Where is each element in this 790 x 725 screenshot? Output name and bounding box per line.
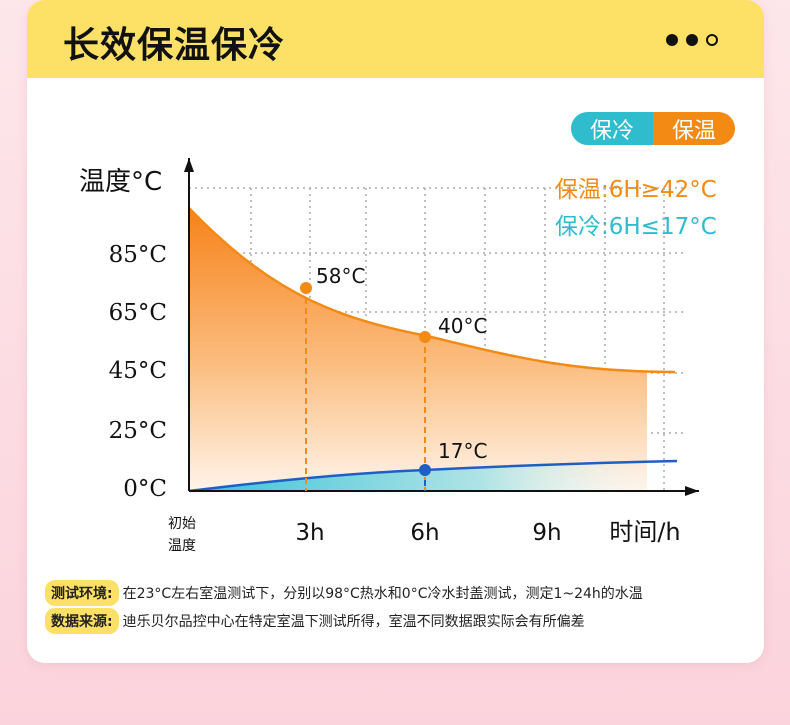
note-badge-env: 测试环境: — [45, 580, 119, 606]
mode-toggle[interactable]: 保冷 保温 — [571, 112, 735, 145]
note-row-env: 测试环境: 在23°C左右室温测试下，分别以98°C热水和0°C冷水封盖测试，测… — [45, 580, 643, 606]
note-text-source: 迪乐贝尔品控中心在特定室温下测试所得，室温不同数据跟实际会有所偏差 — [122, 614, 585, 630]
y-tick-4: 85°C — [109, 242, 167, 268]
pager-dots[interactable] — [666, 34, 718, 46]
pager-dot-1[interactable] — [666, 34, 678, 46]
pager-dot-3[interactable] — [706, 34, 718, 46]
point-58-marker — [300, 282, 312, 294]
toggle-warm[interactable]: 保温 — [653, 112, 735, 145]
point-40-label: 40°C — [438, 314, 487, 338]
cold-area-fill — [189, 461, 677, 491]
warm-area-fill — [189, 208, 675, 491]
x-tick-0-line-2: 温度 — [168, 538, 196, 554]
point-17-marker — [419, 464, 431, 476]
chart-card: 长效保温保冷 保冷 保温 保温:6H≥42°C 保冷:6H≤17°C — [27, 0, 764, 663]
note-row-source: 数据来源: 迪乐贝尔品控中心在特定室温下测试所得，室温不同数据跟实际会有所偏差 — [45, 608, 585, 634]
toggle-cold[interactable]: 保冷 — [571, 112, 653, 145]
note-text-env: 在23°C左右室温测试下，分别以98°C热水和0°C冷水封盖测试，测定1~24h… — [122, 586, 643, 602]
point-58-label: 58°C — [316, 264, 365, 288]
x-axis-title: 时间/h — [609, 518, 680, 546]
y-axis-arrow — [184, 158, 194, 172]
y-tick-0: 0°C — [123, 476, 167, 502]
x-tick-2: 6h — [410, 520, 439, 546]
legend-warm: 保温:6H≥42°C — [555, 177, 717, 203]
point-17-label: 17°C — [438, 439, 487, 463]
pager-dot-2[interactable] — [686, 34, 698, 46]
chart-marks: 58°C 40°C 17°C — [300, 264, 487, 491]
x-tick-0-line-1: 初始 — [168, 515, 196, 532]
temperature-chart: 58°C40°C17°C 温度°C0°C25°C45°C65°C85°C初始温度… — [79, 158, 699, 554]
point-40-marker — [419, 331, 431, 343]
y-tick-2: 45°C — [109, 358, 167, 384]
page-title: 长效保温保冷 — [63, 25, 286, 66]
x-tick-1: 3h — [295, 520, 324, 546]
x-axis-arrow — [685, 486, 699, 496]
x-tick-3: 9h — [532, 520, 561, 546]
note-badge-source: 数据来源: — [45, 608, 119, 634]
y-axis-title: 温度°C — [79, 167, 162, 197]
header-bar: 长效保温保冷 — [27, 0, 764, 78]
chart-axes — [184, 158, 699, 496]
legend-cold: 保冷:6H≤17°C — [555, 214, 717, 240]
y-tick-1: 25°C — [109, 418, 167, 444]
y-tick-3: 65°C — [109, 300, 167, 326]
